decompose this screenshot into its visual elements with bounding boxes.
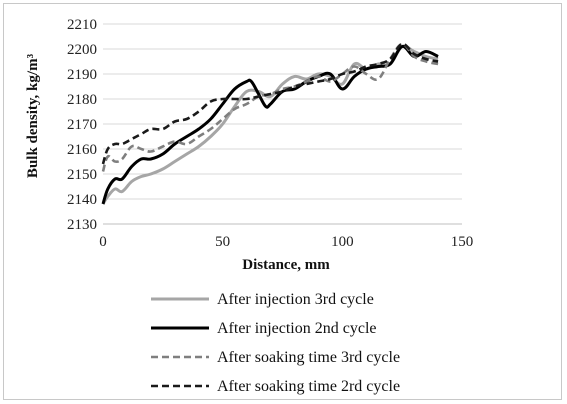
x-tick-labels: 0 50 100 150 (99, 234, 473, 250)
y-tick-label-2190: 2190 (67, 67, 97, 83)
y-tick-label-2140: 2140 (67, 192, 97, 208)
legend-label-3: After soaking time 3rd cycle (217, 349, 400, 366)
x-tick-label-50: 50 (215, 234, 230, 250)
gridlines (103, 23, 462, 200)
legend-label-4: After soaking time 2rd cycle (217, 378, 400, 395)
y-tick-label-2170: 2170 (67, 117, 97, 133)
series-line-2 (101, 44, 439, 205)
series-line-4 (101, 42, 439, 165)
series-lines (101, 42, 439, 205)
y-tick-label-2180: 2180 (67, 92, 97, 108)
series-line-1 (101, 44, 439, 205)
y-axis-title: Bulk density, kg/m³ (25, 53, 41, 178)
y-tick-label-2210: 2210 (67, 17, 97, 33)
y-tick-label-2130: 2130 (67, 217, 97, 233)
y-tick-label-2150: 2150 (67, 167, 97, 183)
y-tick-labels: 2130 2140 2150 2160 2170 2180 2190 2200 2210 (67, 17, 97, 233)
line-chart: 2130 2140 2150 2160 2170 2180 2190 2200 2210 0 50… (25, 17, 473, 395)
x-tick-label-100: 100 (331, 234, 354, 250)
legend: After injection 3rd cycle After injection… (151, 291, 400, 395)
legend-label-2: After injection 2nd cycle (217, 320, 377, 337)
y-tick-label-2160: 2160 (67, 142, 97, 158)
x-tick-label-0: 0 (99, 234, 107, 250)
x-axis-title: Distance, mm (242, 257, 330, 273)
y-tick-label-2200: 2200 (67, 42, 97, 58)
chart-frame: 2130 2140 2150 2160 2170 2180 2190 2200 2210 0 50… (3, 3, 562, 400)
series-line-3 (101, 42, 439, 172)
legend-label-1: After injection 3rd cycle (217, 291, 374, 308)
x-tick-label-150: 150 (451, 234, 474, 250)
